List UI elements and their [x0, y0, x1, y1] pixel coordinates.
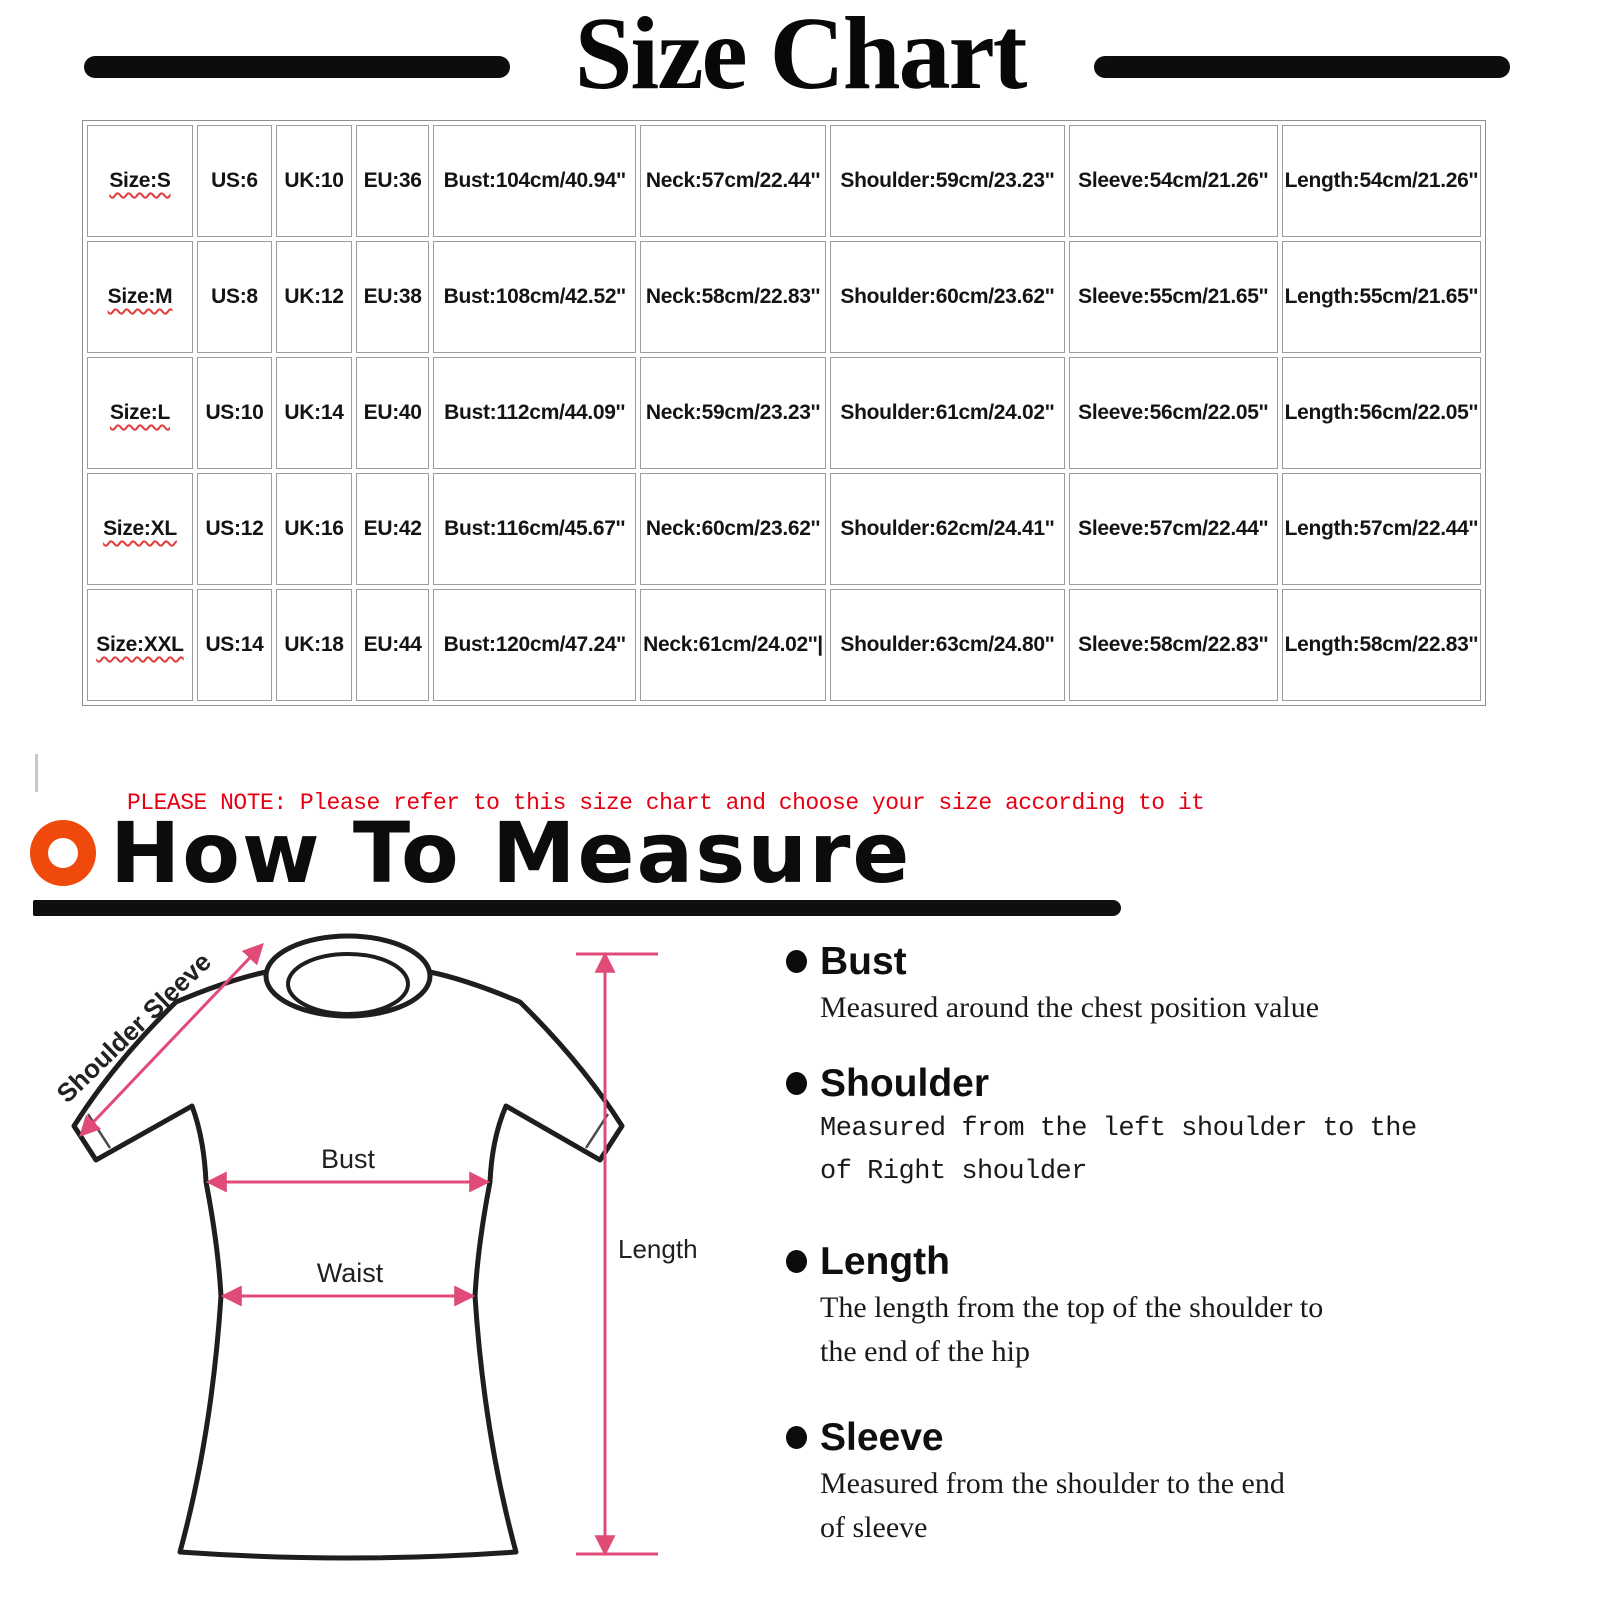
table-row-m: Size:M US:8 UK:12 EU:38 Bust:108cm/42.52…: [87, 241, 1481, 353]
eu-cell: EU:38: [356, 241, 430, 353]
title-left-bar: [84, 56, 510, 78]
measure-item-desc-line: of Right shoulder: [820, 1157, 1087, 1187]
page-title: Size Chart: [574, 0, 1028, 111]
size-cell: Size:M: [87, 241, 193, 353]
uk-cell: UK:12: [275, 241, 353, 353]
orange-donut-icon: [30, 820, 96, 886]
note-text: PLEASE NOTE: Please refer to this size c…: [127, 790, 1205, 816]
shoulder-cell: Shoulder:62cm/24.41'': [829, 473, 1065, 585]
title-right-bar: [1094, 56, 1510, 78]
table-row-l: Size:L US:10 UK:14 EU:40 Bust:112cm/44.0…: [87, 357, 1481, 469]
eu-cell: EU:36: [356, 125, 430, 237]
length-cell: Length:54cm/21.26'': [1281, 125, 1481, 237]
size-cell: Size:XXL: [87, 589, 193, 701]
measure-item-desc-line: Measured from the left shoulder to the: [820, 1114, 1417, 1144]
bullet-dot-icon: [786, 1426, 807, 1449]
neck-cell: Neck:58cm/22.83'': [639, 241, 826, 353]
uk-cell: UK:10: [275, 125, 353, 237]
how-to-measure-heading: How To Measure: [110, 804, 912, 902]
uk-cell: UK:14: [275, 357, 353, 469]
measure-item-label: Length: [820, 1240, 950, 1283]
bullet-dot-icon: [786, 1250, 807, 1273]
how-to-measure-header: How To Measure: [30, 804, 912, 902]
waist-diagram-label: Waist: [317, 1258, 384, 1288]
measure-item-desc-line: the end of the hip: [820, 1335, 1030, 1368]
measure-item-label: Bust: [820, 940, 907, 983]
size-cell: Size:XL: [87, 473, 193, 585]
size-cell: Size:L: [87, 357, 193, 469]
table-row-xxl: Size:XXL US:14 UK:18 EU:44 Bust:120cm/47…: [87, 589, 1481, 701]
measure-item-bust: Bust Measured around the chest position …: [786, 938, 1556, 1030]
size-table: Size:S US:6 UK:10 EU:36 Bust:104cm/40.94…: [82, 120, 1486, 706]
us-cell: US:12: [196, 473, 272, 585]
sleeve-cell: Sleeve:57cm/22.44'': [1068, 473, 1278, 585]
neck-cell: Neck:61cm/24.02''|: [639, 589, 826, 701]
shoulder-cell: Shoulder:59cm/23.23'': [829, 125, 1065, 237]
bust-cell: Bust:104cm/40.94'': [433, 125, 636, 237]
scan-artifact-mark: [35, 754, 38, 792]
measure-item-label: Sleeve: [820, 1416, 944, 1459]
sleeve-cell: Sleeve:54cm/21.26'': [1068, 125, 1278, 237]
us-cell: US:10: [196, 357, 272, 469]
neck-cell: Neck:59cm/23.23'': [639, 357, 826, 469]
sleeve-cell: Sleeve:55cm/21.65'': [1068, 241, 1278, 353]
length-cell: Length:55cm/21.65'': [1281, 241, 1481, 353]
bust-cell: Bust:120cm/47.24'': [433, 589, 636, 701]
measure-item-shoulder: Shoulder Measured from the left shoulder…: [786, 1060, 1556, 1194]
sleeve-cell: Sleeve:56cm/22.05'': [1068, 357, 1278, 469]
us-cell: US:8: [196, 241, 272, 353]
measure-item-desc-line: of sleeve: [820, 1511, 928, 1544]
bust-diagram-label: Bust: [321, 1144, 376, 1174]
measure-item-sleeve: Sleeve Measured from the shoulder to the…: [786, 1414, 1556, 1550]
eu-cell: EU:40: [356, 357, 430, 469]
tshirt-diagram: Shoulder Sleeve Bust Waist Length: [51, 933, 698, 1561]
us-cell: US:6: [196, 125, 272, 237]
bust-cell: Bust:116cm/45.67'': [433, 473, 636, 585]
shoulder-cell: Shoulder:63cm/24.80'': [829, 589, 1065, 701]
length-cell: Length:58cm/22.83'': [1281, 589, 1481, 701]
shoulder-sleeve-arrow: [79, 942, 264, 1138]
table-row-xl: Size:XL US:12 UK:16 EU:42 Bust:116cm/45.…: [87, 473, 1481, 585]
measure-item-length: Length The length from the top of the sh…: [786, 1238, 1556, 1374]
length-cell: Length:56cm/22.05'': [1281, 357, 1481, 469]
sleeve-cell: Sleeve:58cm/22.83'': [1068, 589, 1278, 701]
collar-inner: [286, 952, 410, 1016]
neck-cell: Neck:60cm/23.62'': [639, 473, 826, 585]
shoulder-cell: Shoulder:60cm/23.62'': [829, 241, 1065, 353]
shoulder-cell: Shoulder:61cm/24.02'': [829, 357, 1065, 469]
bullet-dot-icon: [786, 950, 807, 973]
measure-item-desc-line: The length from the top of the shoulder …: [820, 1291, 1324, 1324]
uk-cell: UK:16: [275, 473, 353, 585]
bullet-dot-icon: [786, 1072, 807, 1095]
neck-cell: Neck:57cm/22.44'': [639, 125, 826, 237]
measure-list: Bust Measured around the chest position …: [786, 918, 1556, 1550]
size-cell: Size:S: [87, 125, 193, 237]
bust-cell: Bust:108cm/42.52'': [433, 241, 636, 353]
eu-cell: EU:42: [356, 473, 430, 585]
us-cell: US:14: [196, 589, 272, 701]
table-row-s: Size:S US:6 UK:10 EU:36 Bust:104cm/40.94…: [87, 125, 1481, 237]
bust-cell: Bust:112cm/44.09'': [433, 357, 636, 469]
uk-cell: UK:18: [275, 589, 353, 701]
length-cell: Length:57cm/22.44'': [1281, 473, 1481, 585]
measure-item-desc-line: Measured around the chest position value: [820, 991, 1320, 1024]
length-diagram-label: Length: [618, 1234, 698, 1264]
measure-item-desc-line: Measured from the shoulder to the end: [820, 1467, 1285, 1500]
measure-item-label: Shoulder: [820, 1062, 990, 1105]
heading-underline: [33, 900, 1121, 916]
eu-cell: EU:44: [356, 589, 430, 701]
